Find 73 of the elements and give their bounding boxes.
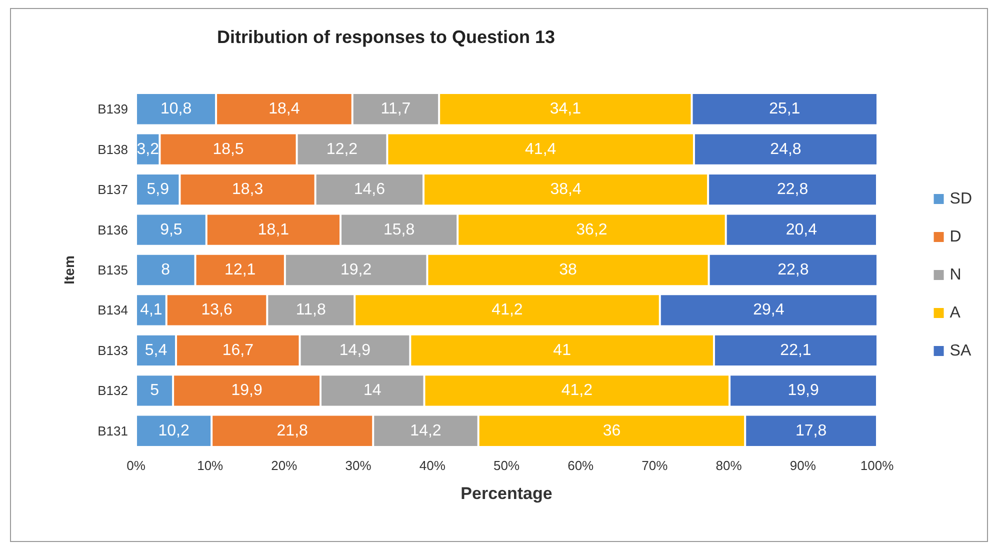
y-tick-label: B135 bbox=[98, 262, 128, 278]
data-label: 20,4 bbox=[786, 221, 818, 238]
y-tick-label: B133 bbox=[98, 342, 128, 358]
data-label: 19,9 bbox=[231, 382, 262, 400]
data-label: 10,8 bbox=[160, 100, 192, 118]
data-label: 22,8 bbox=[776, 181, 808, 198]
legend-label: A bbox=[950, 304, 961, 322]
data-label: 10,2 bbox=[158, 422, 190, 440]
data-label: 19,9 bbox=[788, 382, 819, 400]
data-label: 8 bbox=[161, 262, 170, 278]
data-label: 24,8 bbox=[770, 140, 802, 158]
data-label: 22,8 bbox=[778, 262, 809, 278]
y-tick-label: B132 bbox=[98, 383, 128, 398]
data-label: 14,9 bbox=[339, 342, 371, 359]
x-axis-title: Percentage bbox=[460, 484, 552, 503]
legend-label: SD bbox=[950, 190, 972, 208]
data-label: 25,1 bbox=[769, 100, 800, 118]
data-label: 14,6 bbox=[354, 181, 386, 198]
data-label: 22,1 bbox=[780, 342, 812, 359]
legend-label: SA bbox=[950, 342, 972, 360]
data-label: 5,9 bbox=[146, 181, 170, 198]
x-tick-label: 10% bbox=[197, 458, 224, 473]
data-label: 11,7 bbox=[380, 100, 411, 118]
y-tick-label: B137 bbox=[98, 182, 128, 198]
data-label: 21,8 bbox=[276, 422, 308, 440]
x-tick-label: 0% bbox=[126, 458, 146, 473]
x-tick-label: 30% bbox=[345, 458, 372, 473]
x-tick-label: 20% bbox=[271, 458, 298, 473]
data-label: 19,2 bbox=[340, 262, 372, 278]
data-label: 16,7 bbox=[222, 342, 254, 359]
data-label: 9,5 bbox=[160, 221, 182, 238]
data-label: 17,8 bbox=[795, 422, 827, 440]
data-label: 18,1 bbox=[258, 221, 290, 238]
y-tick-label: B138 bbox=[98, 142, 128, 157]
data-label: 14,2 bbox=[410, 422, 442, 440]
data-label: 3,2 bbox=[136, 140, 160, 158]
x-tick-label: 50% bbox=[493, 458, 520, 473]
data-label: 41,4 bbox=[525, 140, 556, 158]
data-label: 29,4 bbox=[753, 302, 784, 319]
data-label: 15,8 bbox=[383, 221, 415, 238]
data-label: 5,4 bbox=[144, 342, 168, 359]
data-label: 14 bbox=[363, 382, 382, 400]
data-label: 18,4 bbox=[268, 100, 300, 118]
x-tick-label: 100% bbox=[860, 458, 894, 473]
data-label: 18,5 bbox=[212, 140, 244, 158]
data-label: 41,2 bbox=[561, 382, 593, 400]
data-label: 41,2 bbox=[492, 302, 523, 319]
x-tick-label: 40% bbox=[419, 458, 446, 473]
x-tick-label: 60% bbox=[568, 458, 594, 473]
data-label: 5 bbox=[150, 382, 160, 400]
chart-title: Ditribution of responses to Question 13 bbox=[216, 27, 556, 47]
data-label: 41 bbox=[553, 342, 572, 359]
data-label: 4,1 bbox=[140, 302, 162, 319]
legend-label: D bbox=[950, 228, 962, 246]
x-tick-label: 90% bbox=[790, 458, 816, 473]
x-tick-label: 80% bbox=[716, 458, 742, 473]
data-label: 12,2 bbox=[326, 140, 358, 158]
y-tick-label: B134 bbox=[98, 302, 128, 318]
y-tick-label: B139 bbox=[98, 102, 128, 117]
y-tick-label: B131 bbox=[98, 423, 128, 438]
data-label: 12,1 bbox=[224, 262, 256, 278]
data-label: 18,3 bbox=[232, 181, 264, 198]
legend-label: N bbox=[950, 266, 962, 284]
x-tick-label: 70% bbox=[642, 458, 668, 473]
data-label: 38,4 bbox=[550, 181, 582, 198]
data-label: 36 bbox=[602, 422, 621, 440]
data-label: 34,1 bbox=[550, 100, 582, 118]
data-label: 13,6 bbox=[201, 302, 232, 319]
data-label: 36,2 bbox=[576, 221, 608, 238]
y-tick-label: B136 bbox=[98, 222, 128, 238]
y-axis-title: Item bbox=[61, 256, 77, 284]
data-label: 11,8 bbox=[296, 302, 326, 319]
data-label: 38 bbox=[559, 262, 578, 278]
